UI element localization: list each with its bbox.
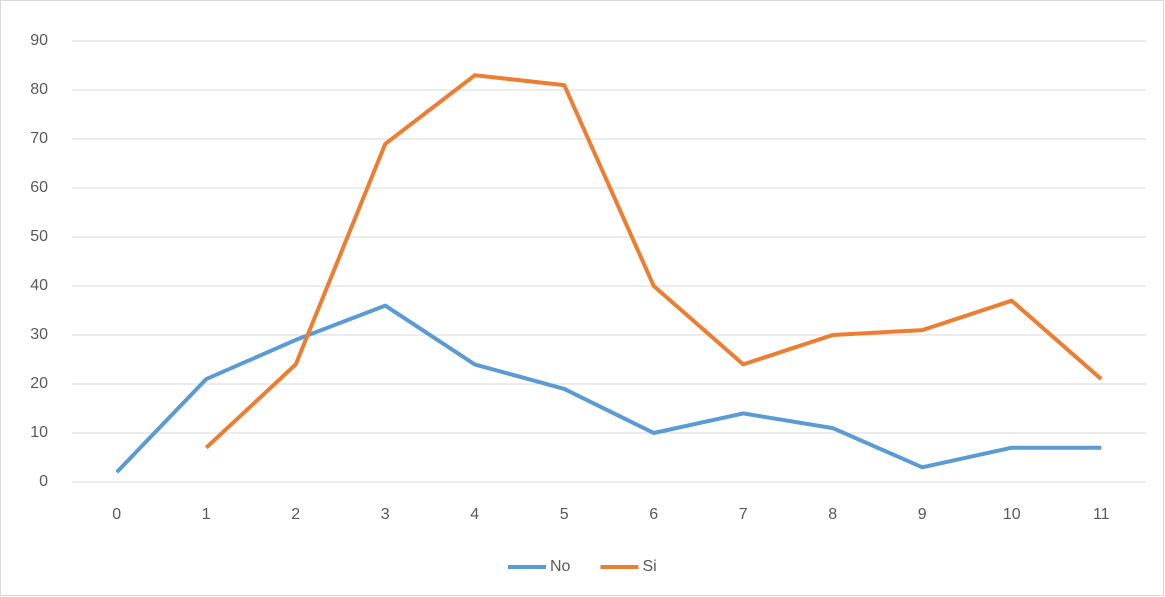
x-tick-label: 0 — [112, 506, 121, 523]
y-tick-label: 90 — [30, 32, 48, 49]
x-tick-label: 11 — [1093, 506, 1110, 523]
x-tick-label: 8 — [828, 506, 837, 523]
x-tick-label: 6 — [649, 506, 658, 523]
y-tick-label: 80 — [30, 81, 48, 98]
x-tick-label: 4 — [470, 506, 479, 523]
x-tick-label: 5 — [560, 506, 569, 523]
x-tick-label: 7 — [739, 506, 748, 523]
series-line — [115, 303, 1102, 474]
legend-label: No — [550, 558, 571, 575]
y-tick-label: 60 — [30, 179, 48, 196]
x-tick-label: 9 — [918, 506, 927, 523]
x-tick-label: 3 — [381, 506, 390, 523]
series-line — [204, 73, 1103, 450]
y-tick-label: 20 — [30, 375, 48, 392]
x-tick-label: 1 — [202, 506, 211, 523]
legend-label: Si — [642, 558, 656, 575]
y-tick-label: 0 — [39, 473, 48, 490]
y-tick-label: 10 — [30, 424, 48, 441]
y-tick-label: 30 — [30, 326, 48, 343]
y-tick-label: 40 — [30, 277, 48, 294]
y-tick-label: 50 — [30, 228, 48, 245]
y-tick-label: 70 — [30, 130, 48, 147]
x-tick-label: 2 — [291, 506, 300, 523]
x-tick-label: 10 — [1003, 506, 1021, 523]
